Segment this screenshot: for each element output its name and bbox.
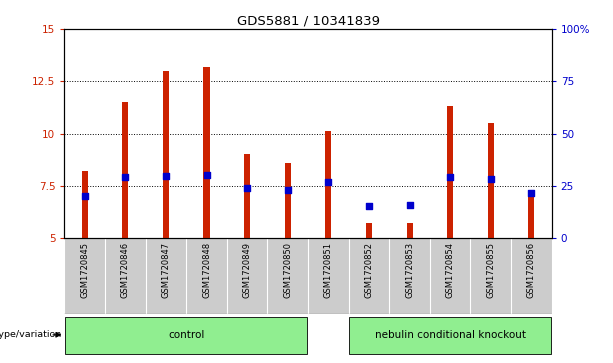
- Text: genotype/variation: genotype/variation: [0, 330, 64, 339]
- Bar: [406, 223, 413, 238]
- Bar: [326, 131, 332, 238]
- Text: GSM1720848: GSM1720848: [202, 242, 211, 298]
- Text: control: control: [168, 330, 204, 340]
- Text: GSM1720845: GSM1720845: [80, 242, 89, 298]
- Point: [445, 175, 455, 180]
- Point: [283, 187, 292, 193]
- Text: nebulin conditional knockout: nebulin conditional knockout: [375, 330, 526, 340]
- Text: GSM1720856: GSM1720856: [527, 242, 536, 298]
- Text: GSM1720852: GSM1720852: [365, 242, 373, 298]
- Bar: [65, 317, 307, 354]
- Text: GSM1720850: GSM1720850: [283, 242, 292, 298]
- Bar: [488, 123, 494, 238]
- Bar: [244, 154, 250, 238]
- Bar: [204, 67, 210, 238]
- Bar: [82, 171, 88, 238]
- Point: [364, 203, 374, 208]
- Point: [202, 172, 211, 178]
- Title: GDS5881 / 10341839: GDS5881 / 10341839: [237, 15, 379, 28]
- Text: GSM1720849: GSM1720849: [243, 242, 251, 298]
- Text: GSM1720854: GSM1720854: [446, 242, 455, 298]
- Bar: [528, 196, 535, 238]
- Text: GSM1720851: GSM1720851: [324, 242, 333, 298]
- Point: [405, 201, 414, 207]
- Bar: [122, 102, 128, 238]
- Bar: [163, 71, 169, 238]
- Bar: [366, 223, 372, 238]
- Point: [324, 179, 333, 184]
- Point: [242, 185, 252, 191]
- Bar: [349, 317, 551, 354]
- Point: [486, 176, 496, 182]
- Point: [120, 175, 130, 180]
- Bar: [447, 106, 453, 238]
- Point: [161, 174, 171, 179]
- Bar: [284, 163, 291, 238]
- Point: [80, 193, 89, 199]
- Text: GSM1720846: GSM1720846: [121, 242, 130, 298]
- Text: GSM1720855: GSM1720855: [486, 242, 495, 298]
- Text: GSM1720847: GSM1720847: [161, 242, 170, 298]
- Text: GSM1720853: GSM1720853: [405, 242, 414, 298]
- Point: [527, 190, 536, 196]
